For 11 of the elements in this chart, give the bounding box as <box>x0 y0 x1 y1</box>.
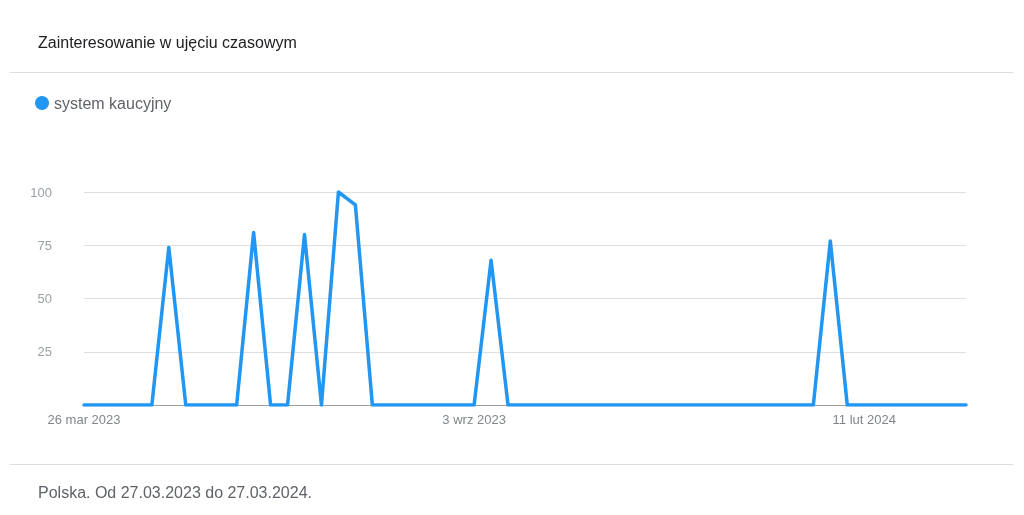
chart-title: Zainteresowanie w ujęciu czasowym <box>38 34 297 52</box>
y-tick-label: 75 <box>37 237 52 253</box>
legend-label: system kaucyjny <box>54 94 172 112</box>
y-tick-label: 25 <box>37 344 52 360</box>
x-tick-label: 11 lut 2024 <box>832 412 896 427</box>
y-tick-label: 100 <box>30 184 52 200</box>
line-series <box>82 190 968 407</box>
text: Polska. Od 27.03.2023 do 27.03.2024. <box>38 484 312 502</box>
x-tick-label: 3 wrz 2023 <box>442 412 506 427</box>
x-tick-label: 26 mar 2023 <box>47 412 121 427</box>
y-tick-label: 50 <box>37 291 52 306</box>
